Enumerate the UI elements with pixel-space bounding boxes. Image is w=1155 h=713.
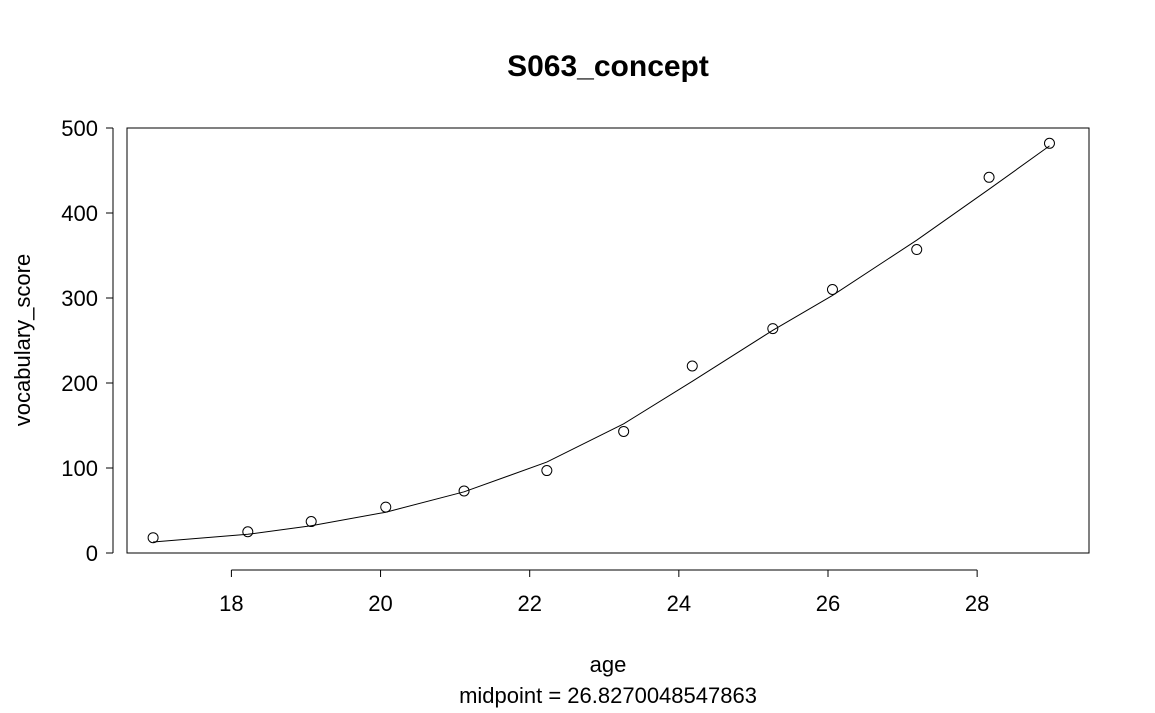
y-tick-label: 500 [61, 116, 98, 141]
x-tick-label: 28 [965, 591, 989, 616]
x-tick-label: 22 [517, 591, 541, 616]
data-point [458, 485, 470, 497]
y-tick-label: 400 [61, 201, 98, 226]
midpoint-label: midpoint = 26.8270048547863 [459, 683, 757, 708]
y-tick-label: 100 [61, 456, 98, 481]
x-axis-label: age [590, 652, 627, 677]
y-tick-label: 0 [86, 541, 98, 566]
plot-frame [126, 127, 1090, 554]
data-point [618, 425, 630, 437]
data-point [541, 465, 553, 477]
data-point [983, 171, 995, 183]
data-point [147, 532, 159, 544]
x-tick-label: 24 [667, 591, 691, 616]
x-axis: 18 20 22 24 26 28 [219, 569, 989, 616]
x-tick-label: 20 [368, 591, 392, 616]
data-point [686, 360, 698, 372]
fit-curve [153, 145, 1050, 543]
y-axis: 0 100 200 300 400 500 [61, 116, 114, 566]
y-axis-label: vocabulary_score [10, 254, 35, 426]
y-tick-label: 200 [61, 371, 98, 396]
data-point [242, 526, 254, 538]
data-point [380, 501, 392, 513]
data-point [767, 323, 779, 335]
data-points [147, 137, 1055, 544]
data-point [826, 284, 838, 295]
y-tick-label: 300 [61, 286, 98, 311]
chart-title: S063_concept [507, 50, 709, 83]
x-tick-label: 26 [816, 591, 840, 616]
x-tick-label: 18 [219, 591, 243, 616]
data-point [1043, 137, 1055, 149]
data-point [911, 244, 923, 256]
data-point [305, 516, 317, 528]
